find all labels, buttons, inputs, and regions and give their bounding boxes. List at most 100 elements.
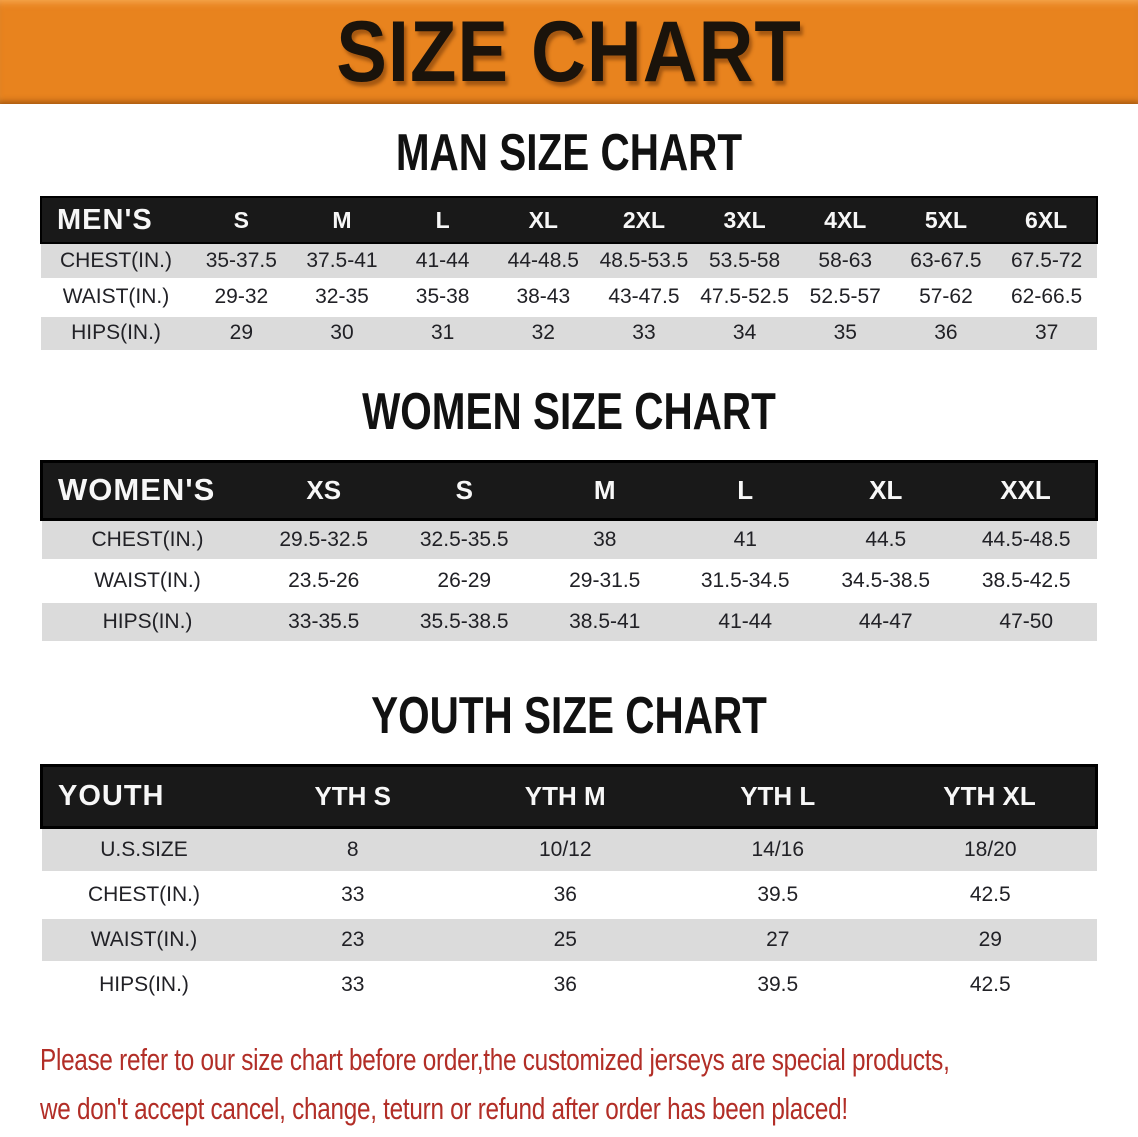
column-header: XXL xyxy=(1000,474,1051,505)
size-cell: 23 xyxy=(341,927,365,951)
table-row: CHEST(IN.) 33 36 39.5 42.5 xyxy=(41,872,1097,917)
row-label: CHEST(IN.) xyxy=(88,882,200,906)
column-header: YTH XL xyxy=(943,780,1036,811)
size-cell: 31 xyxy=(430,321,455,344)
size-cell: 41-44 xyxy=(415,248,470,272)
column-header: 3XL xyxy=(723,206,766,233)
size-cell: 43-47.5 xyxy=(608,285,680,308)
size-cell: 30 xyxy=(330,321,354,344)
size-cell: 36 xyxy=(553,882,577,906)
table-row: CHEST(IN.) 35-37.5 37.5-41 41-44 44-48.5 48.5… xyxy=(41,243,1097,279)
size-cell: 29 xyxy=(978,927,1002,951)
size-cell: 48.5-53.5 xyxy=(599,248,689,272)
size-cell: 36 xyxy=(553,972,577,996)
size-cell: 44-48.5 xyxy=(507,248,579,272)
size-cell: 39.5 xyxy=(757,972,799,996)
size-cell: 29 xyxy=(229,321,253,344)
size-cell: 18/20 xyxy=(963,837,1017,861)
column-header: M xyxy=(593,474,616,505)
size-cell: 33-35.5 xyxy=(288,609,360,633)
row-label: HIPS(IN.) xyxy=(99,972,189,996)
size-cell: 10/12 xyxy=(538,837,592,861)
size-cell: 63-67.5 xyxy=(910,248,982,272)
size-cell: 29-32 xyxy=(214,285,269,308)
size-cell: 32.5-35.5 xyxy=(419,527,509,551)
size-cell: 33 xyxy=(341,972,365,996)
size-cell: 38.5-41 xyxy=(569,609,641,633)
disclaimer-line-2: we don't accept cancel, change, teturn o… xyxy=(40,1091,848,1126)
size-cell: 39.5 xyxy=(757,882,799,906)
size-cell: 41-44 xyxy=(718,609,773,633)
size-cell: 26-29 xyxy=(437,568,492,592)
size-cell: 38-43 xyxy=(516,285,571,308)
table-row: WAIST(IN.) 23 25 27 29 xyxy=(41,917,1097,962)
women-size-table: WOMEN'S XS S M L XL XXL CHEST(IN.) 29.5-32.5 32.5… xyxy=(40,460,1098,644)
size-cell: 58-63 xyxy=(818,248,873,272)
row-label: CHEST(IN.) xyxy=(60,248,172,272)
size-cell: 35-38 xyxy=(415,285,470,308)
page-title: SIZE CHART xyxy=(336,3,802,100)
size-cell: 37.5-41 xyxy=(306,248,378,272)
size-cell: 42.5 xyxy=(969,972,1011,996)
size-cell: 37 xyxy=(1034,321,1059,344)
size-cell: 47-50 xyxy=(999,609,1054,633)
size-cell: 42.5 xyxy=(969,882,1011,906)
youth-table-title: YOUTH xyxy=(58,779,165,812)
size-cell: 53.5-58 xyxy=(708,248,781,272)
women-section-heading: WOMEN SIZE CHART xyxy=(362,381,776,440)
size-cell: 38 xyxy=(593,527,617,551)
size-cell: 34 xyxy=(732,321,757,344)
size-cell: 23.5-26 xyxy=(288,568,360,592)
size-cell: 33 xyxy=(341,882,365,906)
youth-section-heading: YOUTH SIZE CHART xyxy=(371,685,767,744)
disclaimer-line-1: Please refer to our size chart before or… xyxy=(40,1042,950,1077)
size-cell: 33 xyxy=(632,321,656,344)
column-header: L xyxy=(737,474,754,505)
column-header: 4XL xyxy=(824,206,867,233)
men-table-title: MEN'S xyxy=(57,203,153,236)
column-header: 2XL xyxy=(622,206,666,233)
column-header: YTH M xyxy=(524,780,606,811)
size-cell: 32 xyxy=(531,321,555,344)
size-cell: 35 xyxy=(833,321,857,344)
disclaimer: Please refer to our size chart before or… xyxy=(40,1036,1138,1134)
row-label: HIPS(IN.) xyxy=(71,321,161,344)
size-cell: 41 xyxy=(733,527,757,551)
column-header: 5XL xyxy=(924,206,968,233)
size-cell: 44.5 xyxy=(865,527,907,551)
size-cell: 47.5-52.5 xyxy=(700,285,789,308)
banner: SIZE CHART xyxy=(0,0,1138,104)
size-cell: 38.5-42.5 xyxy=(981,568,1071,592)
table-row: HIPS(IN.) 33-35.5 35.5-38.5 38.5-41 41-44 44-… xyxy=(41,601,1097,642)
row-label: HIPS(IN.) xyxy=(102,609,193,633)
size-cell: 44.5-48.5 xyxy=(981,527,1071,551)
table-row: U.S.SIZE 8 10/12 14/16 18/20 xyxy=(41,827,1097,872)
men-size-table: MEN'S S M L XL 2XL 3XL 4XL 5XL 6XL CHEST(IN.) 35-37… xyxy=(40,196,1098,353)
column-header: XS xyxy=(306,474,342,505)
size-cell: 36 xyxy=(934,321,958,344)
column-header: L xyxy=(435,206,450,233)
men-section-heading: MAN SIZE CHART xyxy=(395,122,743,182)
size-cell: 34.5-38.5 xyxy=(841,568,931,592)
table-row: HIPS(IN.) 33 36 39.5 42.5 xyxy=(41,962,1097,1007)
table-row: WAIST(IN.) 29-32 32-35 35-38 38-43 43-47.5 47.… xyxy=(41,279,1097,315)
size-cell: 35-37.5 xyxy=(205,248,277,272)
column-header: YTH S xyxy=(314,780,392,811)
size-cell: 8 xyxy=(346,837,359,861)
size-cell: 67.5-72 xyxy=(1011,248,1083,272)
size-cell: 57-62 xyxy=(919,285,973,308)
column-header: XL xyxy=(869,474,903,505)
size-cell: 31.5-34.5 xyxy=(700,568,790,592)
row-label: WAIST(IN.) xyxy=(90,927,198,951)
row-label: CHEST(IN.) xyxy=(91,527,204,551)
column-header: 6XL xyxy=(1025,206,1068,233)
youth-size-table: YOUTH YTH S YTH M YTH L YTH XL U.S.SIZE 8 10/12… xyxy=(40,764,1098,1009)
section-men: MAN SIZE CHART MEN'S S M L XL 2XL 3XL 4XL 5XL 6XL… xyxy=(0,122,1138,353)
size-cell: 27 xyxy=(766,927,790,951)
table-row: CHEST(IN.) 29.5-32.5 32.5-35.5 38 41 44.5 44.5… xyxy=(41,519,1097,560)
size-cell: 35.5-38.5 xyxy=(419,609,509,633)
size-cell: 44-47 xyxy=(858,609,913,633)
row-label: WAIST(IN.) xyxy=(94,568,201,592)
row-label: U.S.SIZE xyxy=(100,837,188,861)
